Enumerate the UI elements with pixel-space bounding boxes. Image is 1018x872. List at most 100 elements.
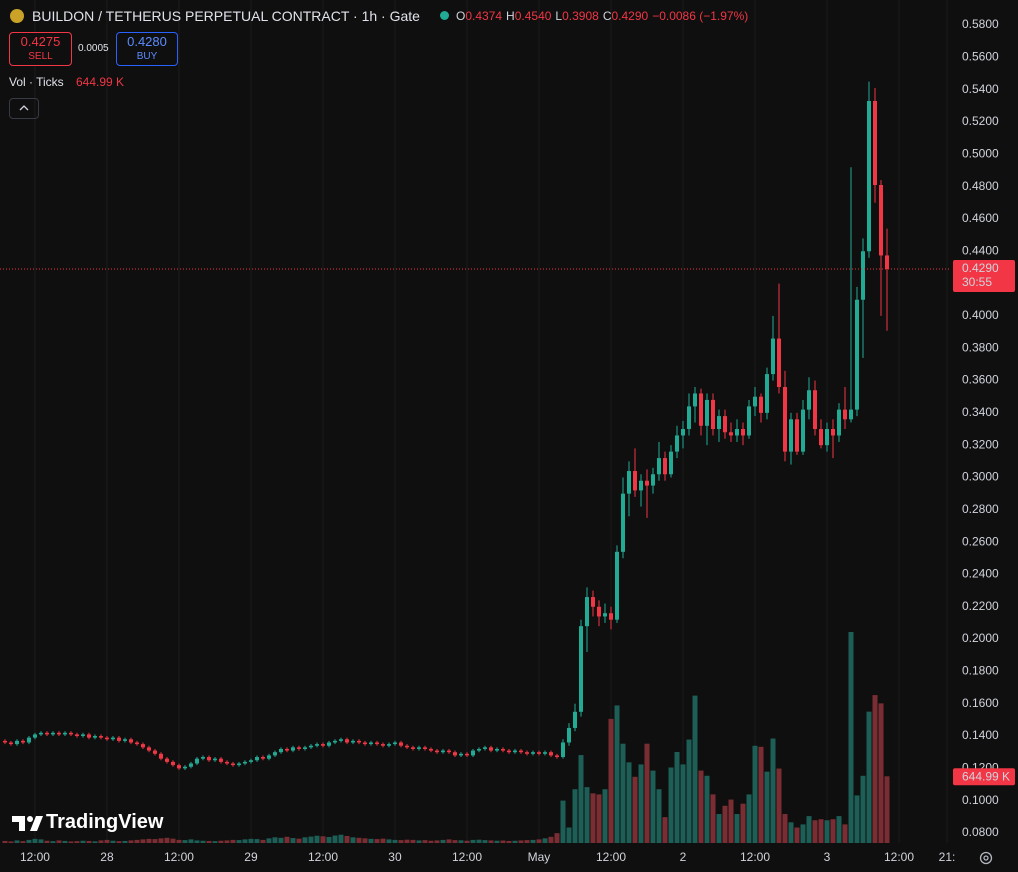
volume-bar (632, 776, 638, 843)
candle-body (80, 734, 85, 737)
candle-body (698, 393, 703, 426)
candle-body (200, 757, 205, 759)
status-dot (440, 11, 449, 20)
candle-body (884, 255, 889, 270)
candle-body (176, 765, 181, 769)
volume-bar (32, 838, 38, 843)
candle-body (626, 471, 631, 494)
candle-body (164, 758, 169, 762)
volume-bar (50, 841, 56, 843)
y-tick-label: 0.5200 (962, 114, 999, 128)
candle-body (104, 737, 109, 740)
sell-button[interactable]: 0.4275 SELL (9, 32, 72, 66)
x-tick-label: 29 (244, 850, 258, 864)
volume-bar (704, 775, 710, 843)
volume-bar (620, 743, 626, 843)
volume-bar (92, 841, 98, 843)
x-tick-label: 30 (388, 850, 402, 864)
candle-body (524, 752, 529, 754)
candle-body (782, 387, 787, 452)
candle-body (296, 747, 301, 749)
volume-bar (830, 819, 836, 843)
candle-body (644, 480, 649, 486)
candle-body (440, 750, 445, 753)
candle-body (572, 711, 577, 728)
candle-body (302, 747, 307, 749)
volume-bar (530, 839, 536, 843)
volume-bar (458, 840, 464, 843)
volume-bar (86, 840, 92, 843)
candle-body (770, 338, 775, 375)
volume-bar (212, 841, 218, 843)
volume-bar (422, 840, 428, 843)
volume-bar (860, 775, 866, 843)
volume-bar (680, 764, 686, 843)
candle-body (14, 740, 19, 745)
candle-body (674, 435, 679, 452)
volume-bar (110, 840, 116, 843)
y-tick-label: 0.1600 (962, 696, 999, 710)
candle-body (602, 613, 607, 617)
volume-bar (80, 840, 86, 843)
volume-bar (614, 705, 620, 843)
candle-body (458, 753, 463, 756)
candle-body (518, 750, 523, 753)
volume-bar (164, 837, 170, 843)
collapse-button[interactable] (9, 98, 39, 119)
candle-body (746, 406, 751, 436)
ohlc-change: −0.0086 (−1.97%) (652, 9, 749, 23)
candle-body (386, 744, 391, 746)
candle-body (560, 742, 565, 758)
y-tick-label: 0.4400 (962, 243, 999, 257)
candle-body (182, 766, 187, 769)
volume-bar (698, 770, 704, 843)
ohlc-value: 0.4374 (465, 9, 503, 23)
y-tick-label: 0.1400 (962, 728, 999, 742)
volume-bar (446, 839, 452, 843)
buy-button[interactable]: 0.4280 BUY (116, 32, 178, 66)
candle-body (44, 732, 49, 735)
y-tick-label: 0.0800 (962, 825, 999, 839)
volume-bar (500, 840, 506, 843)
volume-bar (308, 836, 314, 843)
volume-title: Vol · Ticks (9, 75, 64, 89)
volume-badge-bg (953, 768, 1015, 786)
volume-bar (476, 839, 482, 843)
candle-body (158, 753, 163, 759)
volume-bar (566, 827, 572, 843)
y-tick-label: 0.3600 (962, 373, 999, 387)
x-tick-label: May (528, 850, 551, 864)
volume-bar (44, 840, 50, 843)
volume-bar (488, 840, 494, 843)
volume-bar (602, 789, 608, 843)
x-tick-label: 12:00 (884, 850, 914, 864)
volume-bar (128, 840, 134, 843)
volume-bar (206, 840, 212, 843)
volume-bar (806, 816, 812, 843)
candle-body (758, 396, 763, 413)
volume-bar (812, 820, 818, 843)
settings-button[interactable] (978, 850, 994, 869)
volume-bar (800, 824, 806, 843)
volume-bar (290, 838, 296, 843)
candle-body (86, 734, 91, 738)
gear (979, 851, 993, 865)
y-tick-label: 0.3000 (962, 470, 999, 484)
candle-body (266, 755, 271, 759)
volume-bar (146, 838, 152, 843)
volume-bar (284, 836, 290, 843)
candle-body (134, 742, 139, 745)
volume-bar (554, 833, 560, 843)
candle-body (20, 740, 25, 743)
volume-bar (776, 768, 782, 843)
volume-bar (218, 840, 224, 843)
y-tick-label: 0.3400 (962, 405, 999, 419)
volume-bar (728, 799, 734, 843)
candle-body (368, 742, 373, 745)
volume-bar (2, 840, 8, 843)
volume-bar (266, 838, 272, 843)
volume-bar (416, 840, 422, 843)
